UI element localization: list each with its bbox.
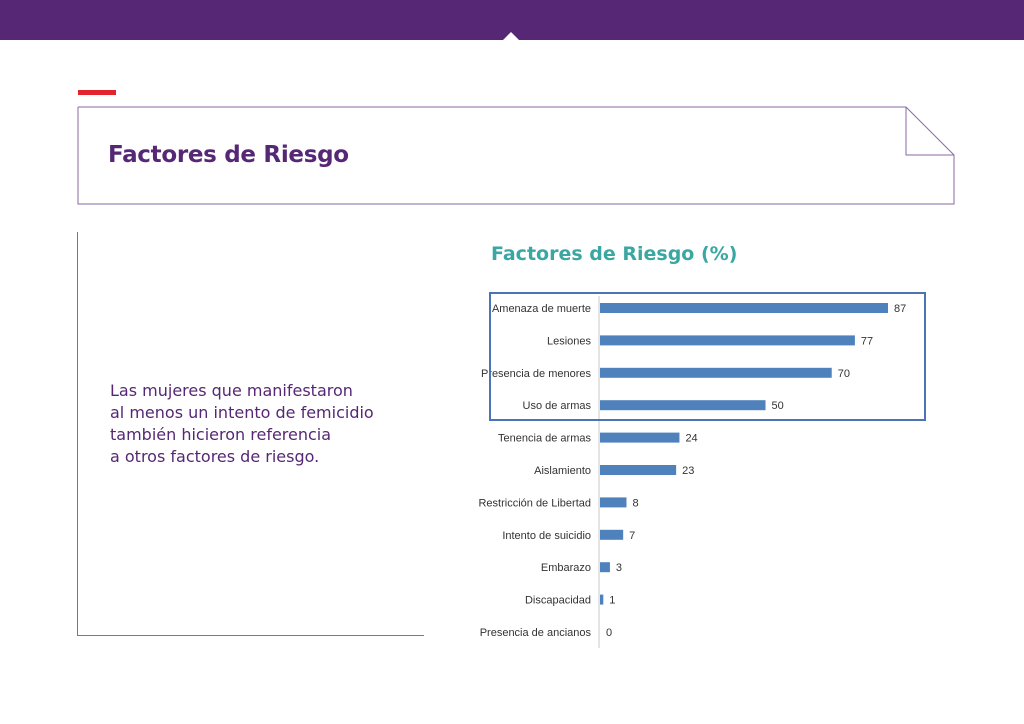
bar xyxy=(600,335,855,346)
panel-border-bottom xyxy=(77,635,424,636)
red-accent-bar xyxy=(78,90,116,95)
chart-title: Factores de Riesgo (%) xyxy=(491,243,738,265)
description-line: también hicieron referencia xyxy=(110,425,332,444)
bar xyxy=(600,303,888,313)
bar xyxy=(600,594,604,605)
data-label: 7 xyxy=(629,530,635,542)
description-text: Las mujeres que manifestaron al menos un… xyxy=(110,380,410,468)
data-label: 3 xyxy=(616,562,622,574)
category-label: Amenaza de muerte xyxy=(492,303,591,315)
category-label: Presencia de menores xyxy=(481,368,592,380)
banner-notch xyxy=(502,32,520,41)
data-label: 87 xyxy=(894,303,906,315)
description-line: al menos un intento de femicidio xyxy=(110,403,374,422)
category-label: Restricción de Libertad xyxy=(478,497,591,509)
category-label: Presencia de ancianos xyxy=(480,627,592,639)
category-label: Discapacidad xyxy=(525,595,591,607)
bar xyxy=(600,562,610,573)
panel-border-left xyxy=(77,232,78,636)
category-label: Intento de suicidio xyxy=(502,530,591,542)
data-label: 23 xyxy=(682,465,694,477)
description-line: a otros factores de riesgo. xyxy=(110,447,320,466)
data-label: 8 xyxy=(632,497,638,509)
bar xyxy=(600,497,627,508)
description-line: Las mujeres que manifestaron xyxy=(110,381,353,400)
category-label: Lesiones xyxy=(547,335,592,347)
bar xyxy=(600,529,624,540)
category-label: Embarazo xyxy=(541,562,591,574)
page-title: Factores de Riesgo xyxy=(108,142,349,168)
data-label: 1 xyxy=(609,595,615,607)
data-label: 0 xyxy=(606,627,612,639)
category-label: Tenencia de armas xyxy=(498,433,591,445)
data-label: 70 xyxy=(838,368,850,380)
category-label: Aislamiento xyxy=(534,465,591,477)
category-label: Uso de armas xyxy=(523,400,592,412)
bar xyxy=(600,432,680,443)
highlight-box xyxy=(489,292,926,421)
data-label: 50 xyxy=(772,400,784,412)
data-label: 77 xyxy=(861,335,873,347)
bar xyxy=(600,367,832,378)
bar xyxy=(600,465,677,475)
data-label: 24 xyxy=(685,433,697,445)
bar xyxy=(600,400,766,411)
